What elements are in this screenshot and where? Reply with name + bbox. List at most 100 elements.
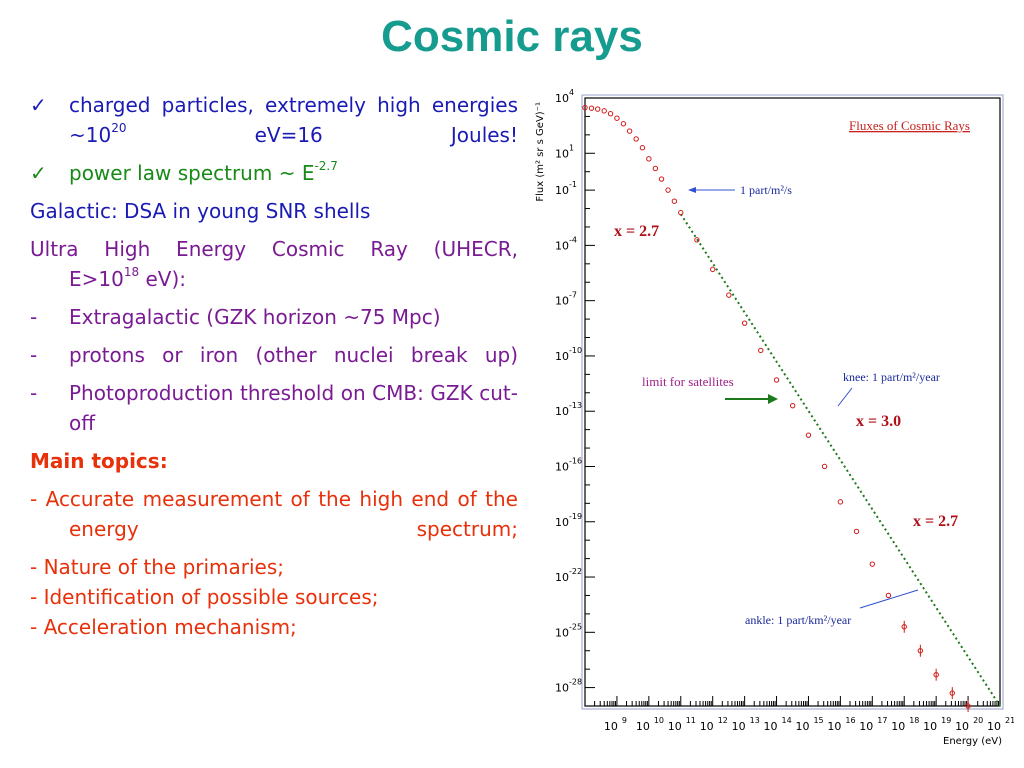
dash-marker: - [30, 305, 38, 329]
data-point [869, 561, 876, 567]
y-tick-label: 10 [555, 350, 569, 363]
y-tick-label: 10 [555, 405, 569, 418]
x-tick-label: 10 [795, 720, 809, 733]
cosmic-ray-flux-chart: 10 9 10 10 10 11 10 12 10 13 10 14 10 15 10 16 10 17 10 18 1… [535, 88, 1014, 747]
arrow-head-icon [688, 187, 696, 193]
knee-arrow [837, 387, 853, 407]
superscript: 20 [111, 121, 127, 136]
data-point [885, 592, 892, 599]
data-point [582, 104, 588, 111]
topic-text: - Accurate measurement of the high end o… [30, 484, 518, 544]
y-tick-exponent: -13 [569, 401, 582, 410]
data-point [658, 176, 665, 182]
y-tick-exponent: -10 [569, 346, 582, 355]
y-tick-exponent: -19 [569, 512, 582, 521]
x-axis-label: Energy (eV) [943, 736, 1002, 747]
y-tick-label: 10 [555, 92, 569, 105]
data-point [601, 108, 607, 114]
outer-frame [581, 94, 1004, 710]
bullet-text-after: eV=16 Joules! [126, 123, 518, 147]
y-tick-exponent: -4 [569, 235, 577, 244]
topic-accurate-measurement: - Accurate measurement of the high end o… [30, 484, 518, 544]
data-point [626, 128, 633, 134]
x-tick-label: 10 [923, 720, 937, 733]
data-point [652, 165, 659, 172]
y-tick-label: 10 [555, 239, 569, 252]
y-tick-exponent: 1 [569, 143, 574, 152]
data-point [678, 209, 684, 216]
bullet-charged-particles: ✓ charged particles, extremely high ener… [30, 90, 518, 150]
galactic-line: Galactic: DSA in young SNR shells [30, 199, 371, 223]
data-point [837, 499, 844, 505]
dash-item-extragalactic: - Extragalactic (GZK horizon ~75 Mpc) [30, 302, 518, 332]
data-point [595, 106, 601, 112]
data-point [633, 136, 639, 142]
annotation-slope-2-7-high: x = 2.7 [913, 513, 958, 530]
bullet-text: power law spectrum ~ E [69, 161, 315, 185]
plot-frame [584, 97, 1001, 707]
check-icon: ✓ [30, 161, 47, 185]
x-tick-label: 10 [700, 720, 714, 733]
y-tick-exponent: -16 [569, 456, 582, 465]
annotation-knee: knee: 1 part/m²/year [843, 370, 940, 384]
topic-acceleration: - Acceleration mechanism; [30, 615, 297, 639]
uhecr-line2: E>1018 eV): [30, 264, 518, 294]
annotation-one-part: 1 part/m²/s [740, 183, 792, 197]
dash-item-text: protons or iron (other nuclei break up) [69, 343, 518, 367]
data-point [665, 187, 671, 193]
y-tick-exponent: -28 [569, 678, 582, 687]
x-tick-exponent: 21 [1005, 716, 1014, 725]
y-tick-label: 10 [555, 626, 569, 639]
dash-item-protons: - protons or iron (other nuclei break up… [30, 340, 518, 370]
x-tick-label: 10 [636, 720, 650, 733]
x-tick-exponent: 13 [750, 716, 760, 725]
x-tick-label: 10 [955, 720, 969, 733]
x-tick-exponent: 16 [845, 716, 855, 725]
check-icon: ✓ [30, 93, 47, 117]
uhecr-line: Ultra High Energy Cosmic Ray (UHECR, E>1… [30, 234, 518, 294]
uhecr-text-after: eV): [139, 267, 187, 291]
x-tick-label: 10 [604, 720, 618, 733]
bullet-text: charged particles, extremely high energi… [69, 93, 518, 147]
y-tick-label: 10 [555, 147, 569, 160]
topic-text-span: - Accurate measurement of the high end o… [30, 487, 518, 541]
content-column: ✓ charged particles, extremely high ener… [30, 90, 518, 642]
chart-title: Fluxes of Cosmic Rays [849, 118, 970, 133]
x-tick-exponent: 17 [877, 716, 887, 725]
chart-layer: 10 9 10 10 10 11 10 12 10 13 10 14 10 15 10 16 10 17 10 18 1… [535, 88, 1014, 747]
topic-nature: - Nature of the primaries; [30, 555, 285, 579]
ankle-arrow [859, 589, 919, 609]
dash-marker: - [30, 343, 38, 367]
data-point [741, 320, 748, 326]
y-tick-exponent: 4 [569, 88, 574, 97]
x-tick-label: 10 [891, 720, 905, 733]
data-point [821, 463, 828, 470]
y-tick-exponent: -1 [569, 180, 577, 189]
data-point [853, 528, 860, 535]
y-tick-label: 10 [555, 460, 569, 473]
data-point [646, 156, 652, 162]
x-tick-label: 10 [859, 720, 873, 733]
x-tick-exponent: 11 [686, 716, 696, 725]
x-tick-exponent: 15 [813, 716, 823, 725]
arrow-head-icon [768, 394, 778, 404]
x-tick-exponent: 18 [909, 716, 919, 725]
main-topics-heading: Main topics: [30, 449, 168, 473]
data-point [588, 105, 595, 111]
data-point [614, 115, 620, 121]
data-point [694, 237, 700, 243]
data-point [805, 432, 812, 438]
data-point [671, 198, 678, 204]
uhecr-text: E>10 [69, 267, 124, 291]
x-tick-label: 10 [987, 720, 1001, 733]
x-tick-exponent: 9 [622, 716, 627, 725]
data-point [709, 266, 716, 273]
x-tick-label: 10 [764, 720, 778, 733]
annotation-slope-2-7-low: x = 2.7 [614, 223, 659, 240]
dash-item-text: Extragalactic (GZK horizon ~75 Mpc) [69, 305, 441, 329]
x-tick-label: 10 [732, 720, 746, 733]
data-point [726, 292, 732, 298]
data-point [639, 145, 646, 151]
x-tick-exponent: 19 [941, 716, 951, 725]
x-tick-label: 10 [827, 720, 841, 733]
